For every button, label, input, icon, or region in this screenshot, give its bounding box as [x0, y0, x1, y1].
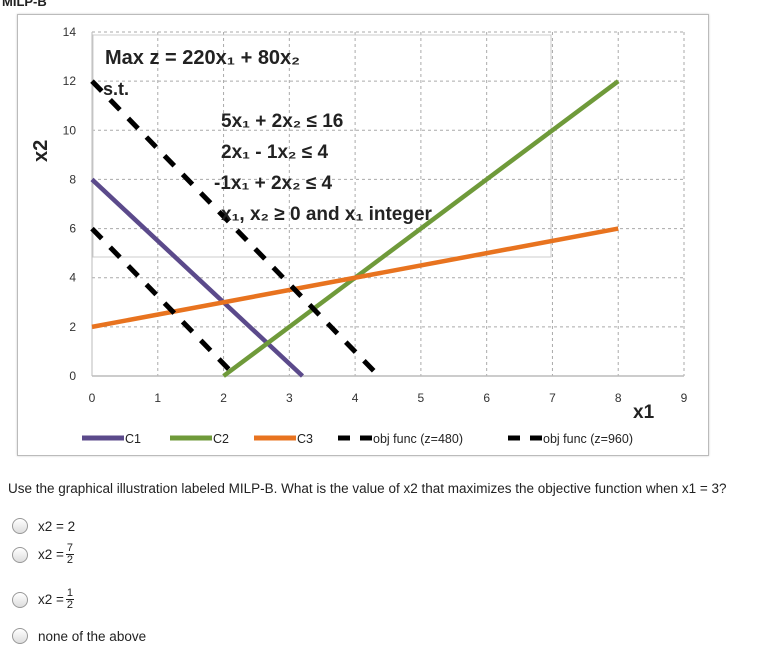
y-tick-label: 2	[69, 320, 76, 334]
y-tick-label: 8	[69, 172, 76, 186]
radio-button[interactable]	[12, 591, 28, 608]
option-label: x2 = 2	[38, 518, 76, 534]
legend-label: obj func (z=480)	[373, 432, 463, 446]
legend-label: C3	[297, 432, 313, 446]
y-tick-label: 10	[63, 123, 77, 137]
annotation-box	[92, 34, 552, 258]
y-tick-label: 14	[63, 25, 77, 39]
numerator: 1	[65, 587, 75, 600]
x-tick-label: 1	[154, 391, 161, 405]
radio-button[interactable]	[12, 628, 28, 644]
option-label: x2 =	[38, 592, 64, 607]
question-text: Use the graphical illustration labeled M…	[8, 481, 727, 496]
x-tick-label: 4	[352, 391, 359, 405]
legend-label: obj func (z=960)	[543, 432, 633, 446]
x-tick-label: 5	[418, 391, 425, 405]
numerator: 7	[65, 542, 75, 555]
option-label: x2 =	[38, 547, 64, 562]
series-line-obj-func-z-480-	[90, 226, 238, 378]
objective-text: Max z = 220x₁ + 80x₂	[105, 47, 300, 69]
constraint-text: x₁, x₂ ≥ 0 and x₁ integer	[221, 204, 433, 225]
x-tick-label: 9	[681, 391, 688, 405]
denominator: 2	[66, 599, 74, 611]
x-tick-label: 2	[220, 391, 227, 405]
figure-title: MILP-B	[2, 0, 47, 9]
series-line-c2	[222, 79, 620, 378]
option-4[interactable]: none of the above	[12, 628, 146, 644]
option-3[interactable]: x2 = 1 2	[12, 587, 75, 611]
y-tick-label: 0	[69, 369, 76, 383]
y-tick-label: 4	[69, 271, 76, 285]
y-axis-label: x2	[30, 140, 52, 162]
option-2[interactable]: x2 = 7 2	[12, 542, 75, 566]
series-line-c3	[91, 226, 619, 330]
y-tick-label: 6	[69, 222, 76, 236]
x-tick-label: 0	[89, 391, 96, 405]
x-tick-label: 6	[483, 391, 490, 405]
option-1[interactable]: x2 = 2	[12, 518, 75, 534]
chart-frame	[17, 14, 709, 456]
y-tick-label: 12	[63, 74, 77, 88]
st-text: s.t.	[103, 79, 129, 99]
x-tick-label: 8	[615, 391, 622, 405]
legend-label: C2	[213, 432, 229, 446]
radio-button[interactable]	[12, 546, 28, 563]
x-tick-label: 3	[286, 391, 293, 405]
series-line-obj-func-z-960-	[90, 79, 381, 378]
constraint-text: 5x₁ + 2x₂ ≤ 16	[221, 111, 343, 132]
option-label: none of the above	[38, 628, 147, 644]
x-axis-label: x1	[633, 402, 655, 423]
legend-label: C1	[125, 432, 141, 446]
denominator: 2	[66, 554, 74, 566]
radio-button[interactable]	[12, 518, 28, 534]
constraint-text: 2x₁ - 1x₂ ≤ 4	[221, 142, 328, 163]
x-tick-label: 7	[549, 391, 556, 405]
constraint-text: -1x₁ + 2x₂ ≤ 4	[214, 173, 333, 194]
